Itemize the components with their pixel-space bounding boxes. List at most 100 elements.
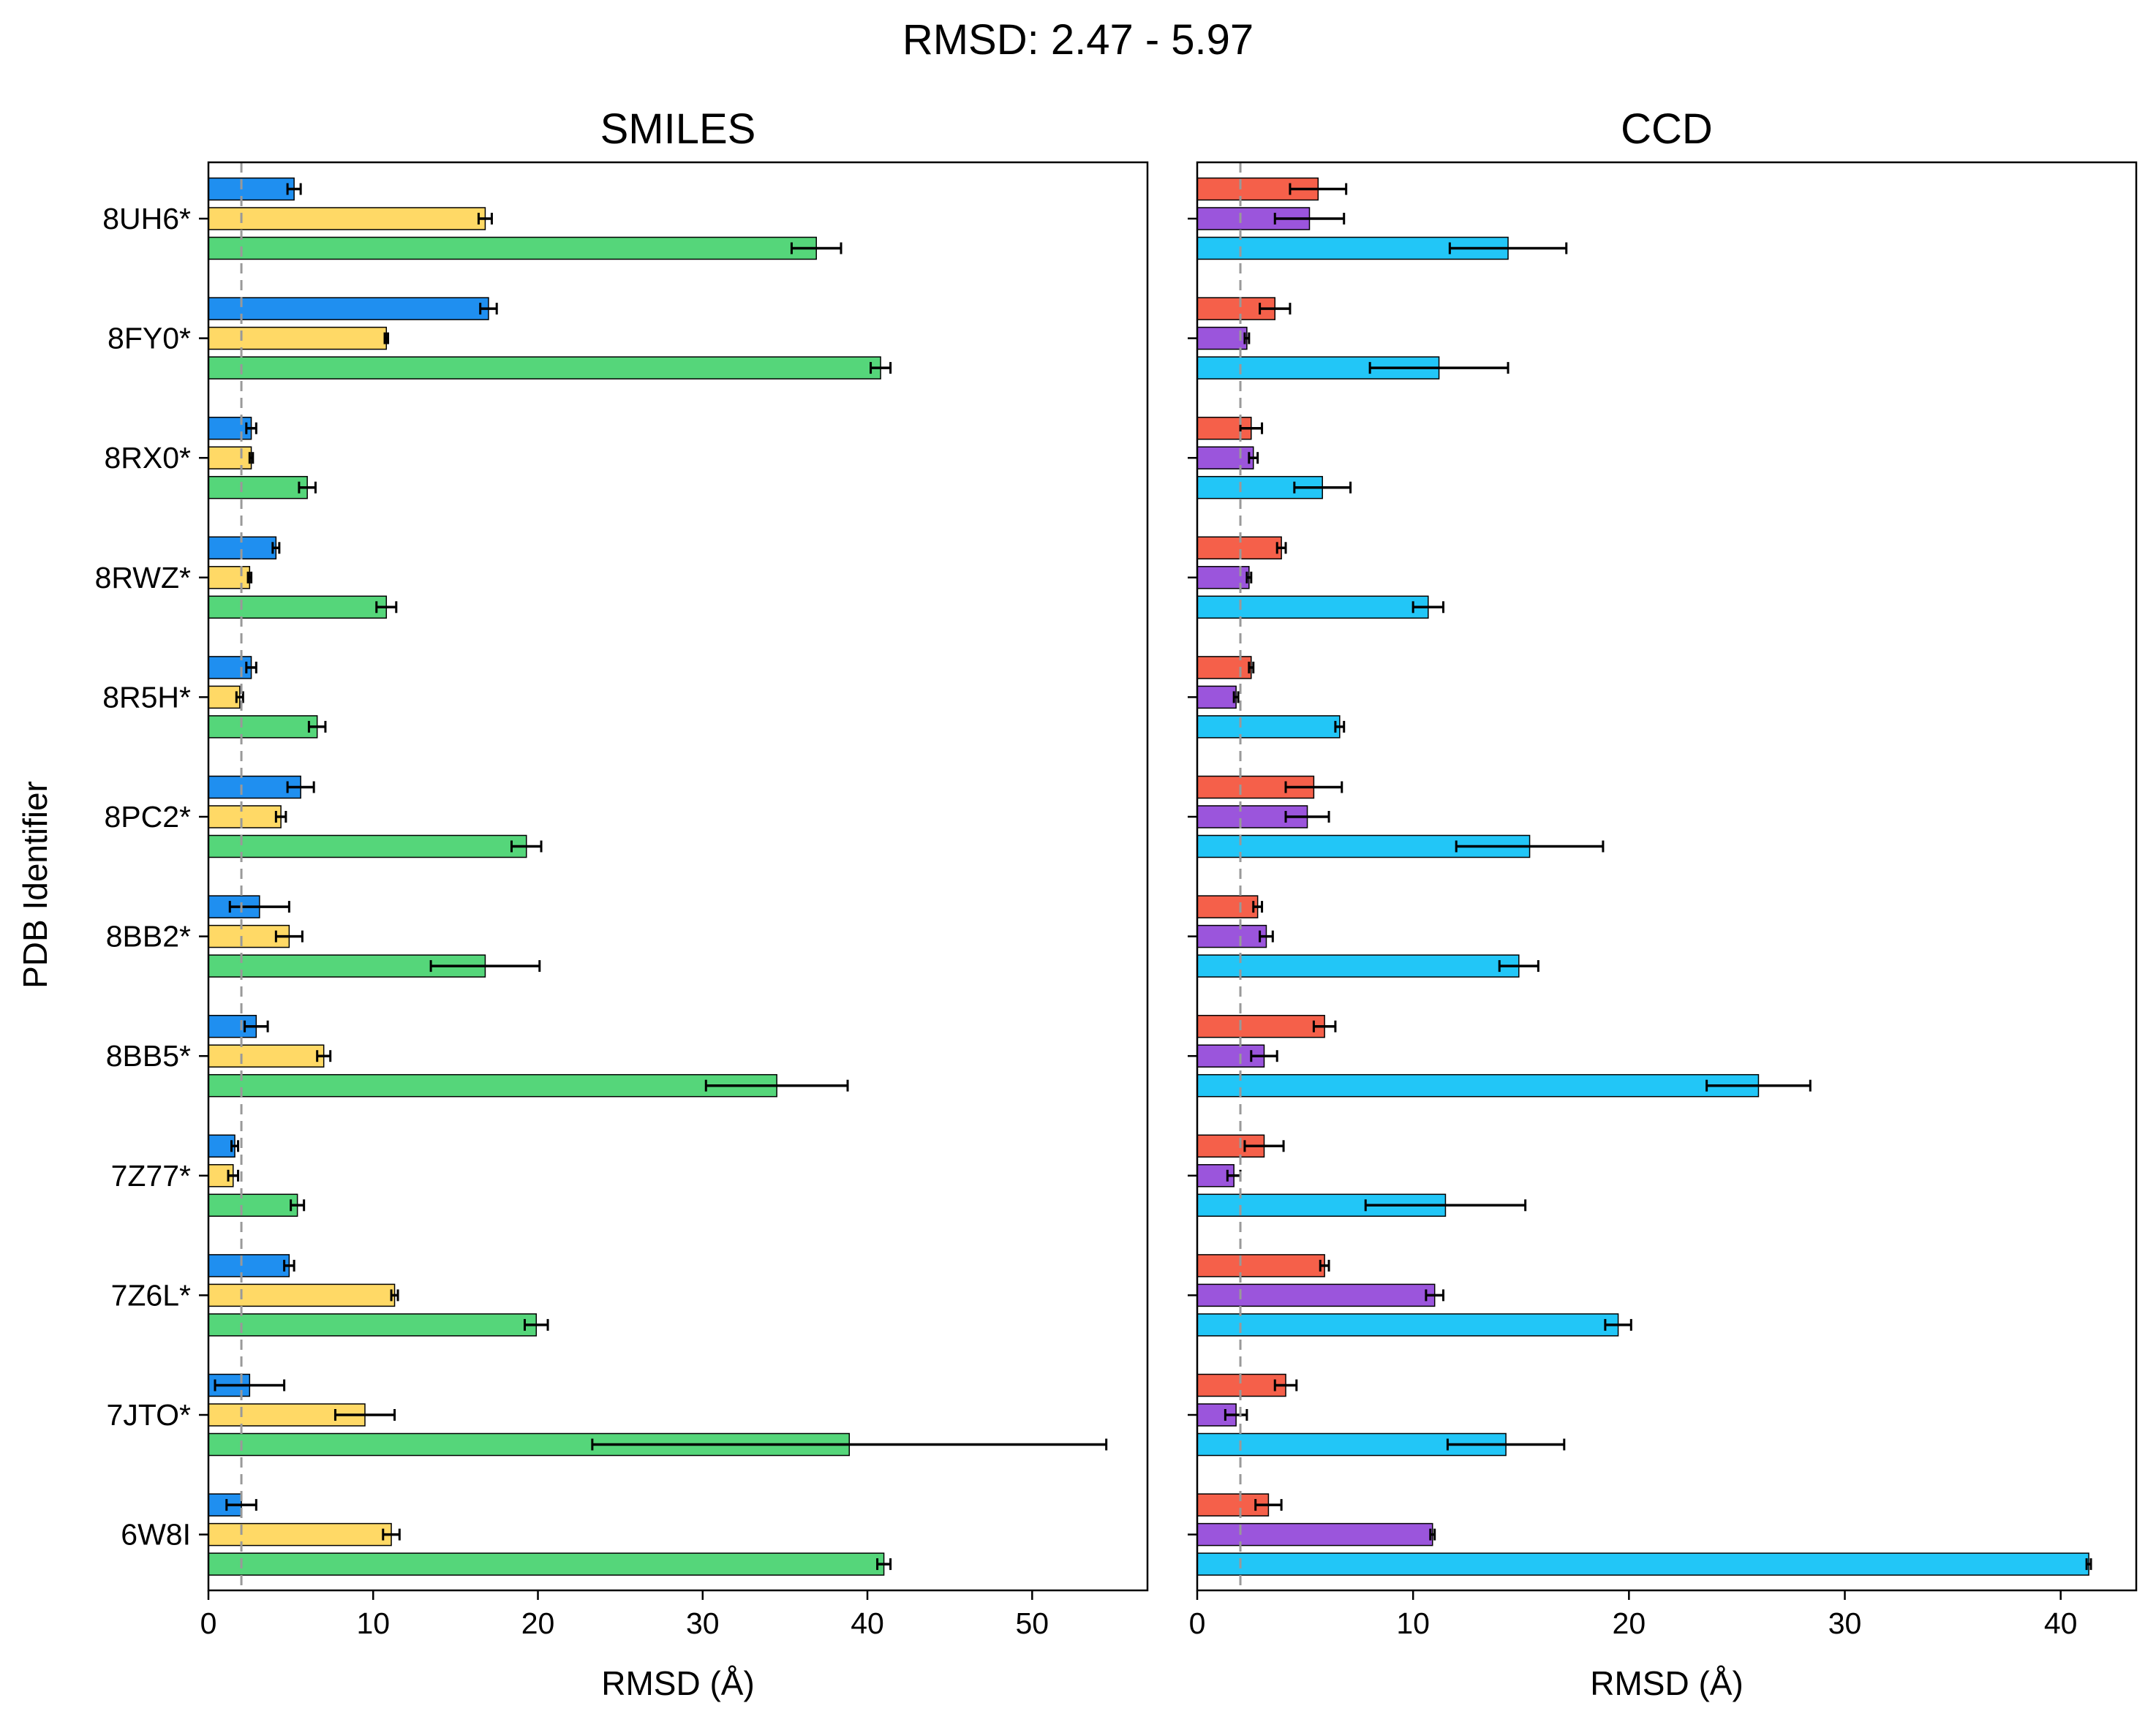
error-bar <box>316 1050 332 1062</box>
error-bar <box>375 601 398 613</box>
x-tick-label: 20 <box>1613 1606 1646 1640</box>
error-bar <box>479 303 498 315</box>
bar <box>208 1193 298 1217</box>
error-bar <box>227 1169 240 1182</box>
bar <box>1196 1522 1433 1547</box>
bar <box>1196 685 1237 709</box>
error-bar <box>290 1199 306 1212</box>
error-bar <box>245 661 257 673</box>
error-bar <box>230 1140 240 1152</box>
error-bar <box>704 1079 849 1092</box>
x-tick-label: 40 <box>851 1606 884 1640</box>
bar <box>208 566 251 589</box>
figure-title: RMSD: 2.47 - 5.97 <box>902 16 1254 64</box>
bar <box>208 1134 235 1158</box>
error-bar <box>214 1379 286 1391</box>
bar <box>1196 656 1252 679</box>
error-bar <box>1243 332 1251 344</box>
error-bar <box>1245 571 1253 584</box>
error-bar <box>1411 601 1444 613</box>
x-axis-label-ccd: RMSD (Å) <box>1590 1664 1744 1702</box>
error-bar <box>1284 781 1343 793</box>
error-bar <box>274 811 287 823</box>
bar <box>1196 446 1254 469</box>
x-tick-label: 0 <box>1189 1606 1206 1640</box>
bar <box>1196 326 1248 350</box>
bar <box>208 177 295 201</box>
error-bar <box>1273 1379 1298 1391</box>
error-bar <box>1425 1289 1444 1302</box>
bar <box>208 207 486 230</box>
bar <box>208 446 252 469</box>
x-axis-label-smiles: RMSD (Å) <box>601 1664 755 1702</box>
y-tick-label: 8RWZ* <box>95 561 191 594</box>
error-bar <box>1289 183 1348 195</box>
y-tick-label: 7Z77* <box>111 1159 191 1193</box>
bar <box>208 475 308 499</box>
error-bar <box>1284 811 1330 823</box>
error-bar <box>510 840 543 853</box>
bar <box>208 1044 325 1068</box>
error-bar <box>1448 242 1568 254</box>
y-tick-label: 8FY0* <box>108 322 191 355</box>
error-bar <box>1364 1199 1527 1212</box>
error-bar <box>1312 1020 1337 1032</box>
bars-smiles <box>208 177 1108 1576</box>
error-bar <box>225 1499 257 1511</box>
bar <box>208 1073 777 1098</box>
bar <box>208 595 388 619</box>
x-tick-label: 20 <box>521 1606 555 1640</box>
error-bar <box>1293 481 1352 494</box>
bar <box>1196 895 1259 918</box>
y-tick-label: 7JTO* <box>107 1398 191 1432</box>
error-bar <box>298 481 317 494</box>
error-bar <box>1243 1140 1285 1152</box>
bar <box>208 236 817 260</box>
bar <box>208 1283 396 1307</box>
error-bar <box>1250 1050 1278 1062</box>
bar <box>208 297 489 320</box>
bar <box>208 1313 538 1337</box>
bar <box>208 656 252 679</box>
bar <box>208 775 301 799</box>
error-bar <box>228 901 290 913</box>
error-bar <box>1273 213 1346 224</box>
bar <box>208 834 527 858</box>
x-tick-label: 50 <box>1016 1606 1049 1640</box>
error-bar <box>286 183 302 195</box>
x-tick-label: 0 <box>200 1606 217 1640</box>
error-bar <box>307 720 327 733</box>
error-bar <box>1705 1079 1812 1092</box>
error-bar <box>1259 303 1292 315</box>
x-tick-label: 30 <box>1828 1606 1862 1640</box>
error-bar <box>429 960 541 973</box>
bar <box>1196 1073 1760 1098</box>
error-bar <box>870 362 892 374</box>
error-bar <box>271 542 281 554</box>
bars-ccd <box>1196 177 2092 1576</box>
panel-title-ccd: CCD <box>1621 105 1713 153</box>
bar <box>208 715 318 739</box>
error-bar <box>390 1289 399 1302</box>
error-bar <box>2085 1558 2092 1571</box>
error-bar <box>1319 1259 1330 1272</box>
error-bar <box>1248 452 1259 464</box>
y-tick-label: 8UH6* <box>102 202 191 235</box>
y-tick-label: 6W8I <box>121 1518 191 1552</box>
x-ticks-ccd: 0 10 20 30 40 <box>1189 1590 2077 1640</box>
error-bar <box>477 213 493 224</box>
x-tick-label: 10 <box>356 1606 390 1640</box>
error-bar <box>286 781 315 793</box>
x-tick-label: 10 <box>1396 1606 1430 1640</box>
bar <box>1196 715 1341 739</box>
error-bar <box>591 1438 1108 1451</box>
bar <box>1196 924 1267 948</box>
panel-title-smiles: SMILES <box>600 105 756 153</box>
y-tick-label: 8BB2* <box>106 920 191 953</box>
bar <box>1196 1552 2089 1576</box>
bar <box>208 326 388 350</box>
plot-frame-ccd <box>1196 161 2138 1592</box>
panel-ccd: CCD 0 10 20 30 40 RMSD (Å) <box>1188 105 2138 1702</box>
error-bar <box>1429 1528 1436 1541</box>
bar <box>208 416 252 440</box>
